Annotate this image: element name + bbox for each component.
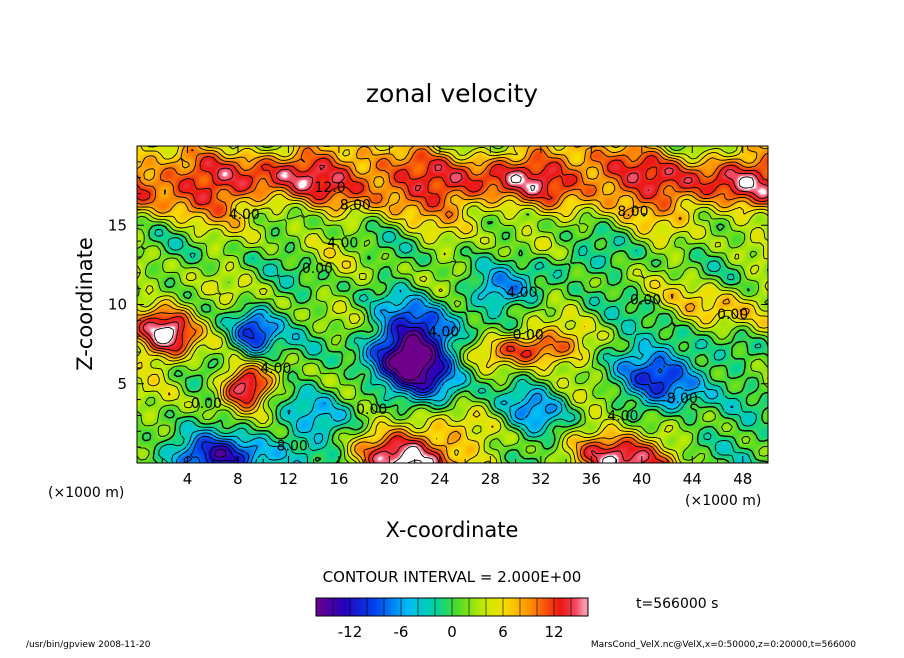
x-axis-label: X-coordinate	[386, 518, 519, 542]
z-tick-label: 15	[108, 216, 127, 234]
contour-level-neg4	[171, 267, 734, 463]
x-tick-label: 40	[632, 470, 651, 488]
colorbar-tick-label: 0	[447, 623, 457, 641]
z-tick-label: 10	[108, 296, 127, 314]
colorbar-ticks: -12 -6 0 6 12	[332, 598, 572, 641]
footer-left: /usr/bin/gpview 2008-11-20	[26, 640, 151, 650]
contour-label: 8.00	[667, 391, 698, 407]
x-unit-label-right: (×1000 m)	[685, 493, 761, 509]
x-tick-label: 48	[733, 470, 752, 488]
contour-level-neg14	[214, 330, 437, 458]
contour-level-10	[137, 147, 768, 463]
z-tick-label: 5	[117, 375, 127, 393]
plot-area: 12.0 8.00 4.00 8.00 4.00 0.00 4.00 0.00 0.00 4.00…	[136, 145, 769, 464]
z-axis-ticks: 5 10 15	[108, 161, 768, 448]
contour-label: 0.00	[302, 261, 333, 277]
colorbar: -12 -6 0 6 12	[315, 597, 589, 641]
contour-lines	[137, 146, 768, 463]
y-axis-label: Z-coordinate	[73, 237, 97, 371]
x-tick-label: 4	[183, 470, 193, 488]
time-label: t=566000 s	[636, 596, 718, 612]
x-unit-label-left: (×1000 m)	[48, 485, 124, 501]
contour-label: 0.00	[356, 402, 387, 418]
chart-title: zonal velocity	[366, 79, 538, 108]
contour-label: 4.00	[327, 236, 358, 252]
x-axis-ticks: 4 8 12 16 20 24 28 32 36 40 44 48	[161, 146, 752, 488]
contour-label: 4.00	[607, 408, 638, 424]
contour-label: 4.00	[229, 207, 260, 223]
contour-label: 4.00	[506, 285, 537, 301]
x-tick-label: 24	[430, 470, 449, 488]
contour-label: 8.00	[617, 204, 648, 220]
contour-labels: 12.0 8.00 4.00 8.00 4.00 0.00 4.00 0.00 0.00 4.00…	[191, 180, 748, 454]
contour-label: 4.00	[428, 324, 459, 340]
footer-right: MarsCond_VelX.nc@VelX,x=0:50000,z=0:2000…	[590, 640, 856, 650]
contour-level-neg2	[154, 229, 762, 463]
contour-label: 4.00	[260, 361, 291, 377]
contour-level-neg10	[201, 317, 665, 463]
contour-level-neg6	[175, 270, 701, 463]
x-tick-label: 16	[329, 470, 348, 488]
colorbar-tick-label: 6	[498, 623, 508, 641]
x-tick-label: 20	[380, 470, 399, 488]
contour-interval: CONTOUR INTERVAL = 2.000E+00	[323, 568, 582, 586]
colorbar-tick-label: 12	[544, 623, 563, 641]
x-tick-label: 8	[233, 470, 243, 488]
contour-level-14	[142, 164, 768, 463]
contour-level-neg16	[388, 334, 433, 381]
contour-level-neg8	[183, 285, 684, 463]
x-tick-label: 32	[531, 470, 550, 488]
x-tick-label: 28	[481, 470, 500, 488]
colorbar-tick-label: -12	[338, 623, 363, 641]
contour-level-neg12	[209, 324, 445, 462]
colorbar-tick-label: -6	[394, 623, 409, 641]
x-tick-label: 44	[683, 470, 702, 488]
contour-label: 12.0	[315, 180, 346, 196]
contour-label: 0.00	[630, 293, 661, 309]
contour-label: 0.00	[191, 396, 222, 412]
contour-level-8	[137, 146, 768, 463]
contour-label: 8.00	[277, 439, 308, 455]
contour-level-16	[153, 174, 755, 463]
contour-label: 0.00	[513, 328, 544, 344]
x-tick-label: 12	[279, 470, 298, 488]
contour-level-2	[137, 146, 768, 463]
x-tick-label: 36	[582, 470, 601, 488]
contour-level-0	[142, 219, 768, 463]
contour-label: 0.00	[717, 307, 748, 323]
contour-label: 8.00	[340, 198, 371, 214]
contour-level-12	[137, 154, 768, 463]
